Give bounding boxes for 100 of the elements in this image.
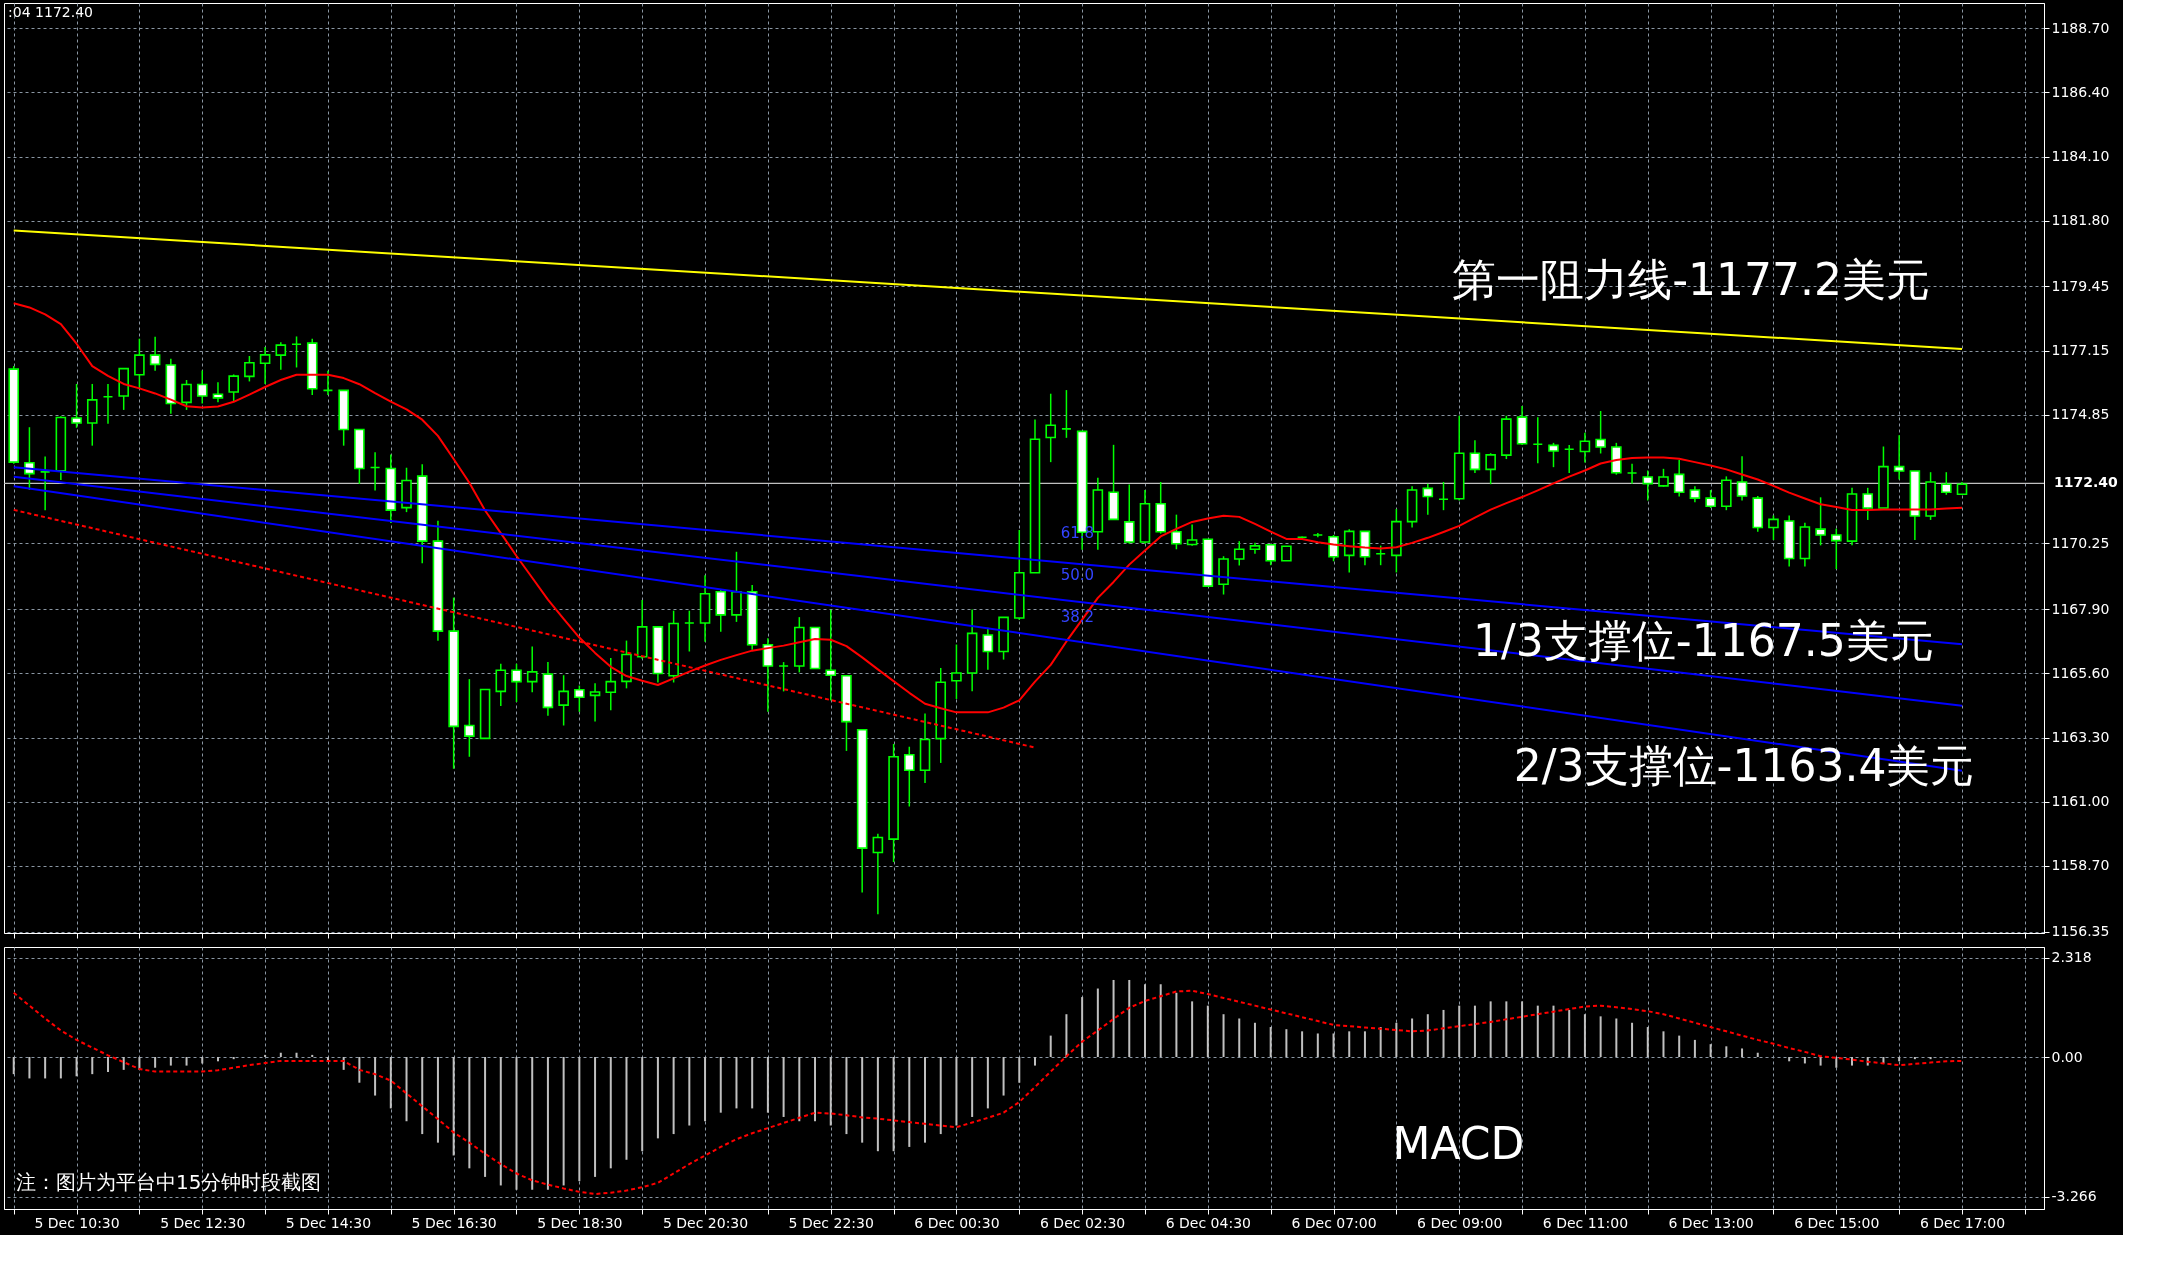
bar [924,1057,927,1143]
bar [91,1057,94,1075]
y-tick-label: 1158.70 [2051,857,2110,874]
candlestick [86,383,98,447]
bar [1096,988,1099,1058]
bar [232,1057,235,1060]
bar [1018,1057,1021,1083]
bar [1238,1018,1241,1058]
bar [1143,984,1146,1058]
bar [735,1057,738,1109]
candlestick [1831,527,1842,570]
candlestick [464,678,475,758]
bar [1835,1057,1838,1068]
candlestick [1595,410,1606,455]
candlestick [526,645,538,694]
x-tick-label: 5 Dec 20:30 [662,1214,749,1231]
x-tick-label: 5 Dec 12:30 [160,1214,246,1231]
bar [578,1057,581,1182]
candlestick [951,643,962,700]
y-tick-label: 1179.45 [2051,277,2110,294]
bar [1316,1033,1319,1058]
annotation: :04 1172.40 [8,4,93,21]
bar [1741,1048,1744,1058]
bar [1253,1022,1256,1058]
candlestick [1941,471,1952,496]
bar [1175,992,1178,1058]
bar [814,1057,817,1122]
y-tick-label: 2.318 [2051,949,2092,966]
bar [1395,1022,1398,1058]
y-tick-label: 0.00 [2051,1048,2083,1065]
bar [452,1057,455,1156]
x-tick-label: 6 Dec 13:00 [1668,1214,1754,1231]
candlestick [1265,544,1276,566]
bar [1615,1018,1618,1058]
bar [106,1057,109,1073]
x-tick-label: 5 Dec 22:30 [788,1214,874,1231]
bar [719,1057,722,1113]
candlestick [1328,534,1339,563]
bar [515,1057,518,1190]
x-tick-label: 6 Dec 09:00 [1417,1214,1503,1231]
candlestick [1862,487,1874,521]
line-series [12,989,1964,1196]
bar [1363,1031,1366,1058]
bar [1191,1001,1194,1058]
y-tick-label: 1161.00 [2051,793,2110,810]
y-tick-label: 1186.40 [2051,83,2110,100]
bar [1646,1027,1649,1058]
y-tick-label: -3.266 [2051,1188,2097,1205]
bar [185,1057,188,1066]
bar [1725,1046,1728,1058]
candlestick [228,373,239,402]
bar [971,1057,974,1117]
candlestick [259,346,271,385]
annotation: 注：图片为平台中15分钟时段截图 [16,1169,322,1194]
bar [1411,1018,1414,1058]
candlestick [731,551,742,623]
bar [1049,1035,1052,1058]
bar [1112,979,1115,1058]
bar [374,1057,377,1096]
candlestick [1186,523,1198,547]
bar [1678,1035,1681,1058]
bar [688,1057,691,1126]
x-tick-label: 6 Dec 00:30 [914,1214,1000,1231]
candlestick [1893,434,1905,481]
bar [892,1057,895,1152]
bar [28,1057,31,1079]
bar [1819,1057,1822,1066]
x-tick-label: 6 Dec 04:30 [1165,1214,1251,1231]
bar [1929,1057,1932,1060]
bar [1505,1001,1508,1058]
bar [436,1057,439,1143]
candlestick [982,627,994,671]
candlestick [1123,483,1135,545]
bar [845,1057,848,1135]
y-tick-label: 1174.85 [2051,406,2110,423]
x-tick-label: 5 Dec 18:30 [537,1214,623,1231]
bar [1206,1005,1209,1058]
bar [154,1057,157,1068]
bar [672,1057,675,1135]
bar [751,1057,754,1109]
bar [75,1057,78,1077]
bar [908,1057,911,1147]
bar [12,1057,15,1075]
bar [829,1057,832,1126]
x-tick-label: 5 Dec 16:30 [411,1214,497,1231]
bar [861,1057,864,1143]
bar [656,1057,659,1139]
bar [609,1057,612,1169]
candlestick [1171,513,1182,551]
y-tick-label: 1188.70 [2051,19,2110,36]
bar [1442,1009,1445,1058]
bar [1301,1031,1304,1058]
candlestick [1673,459,1685,498]
candlestick [212,381,224,404]
y-tick-label: 1184.10 [2051,148,2110,165]
bar [766,1057,769,1113]
candlestick [181,379,192,411]
bar [1081,997,1084,1058]
y-tick-label: 1177.15 [2051,342,2110,359]
candlestick [134,337,145,390]
